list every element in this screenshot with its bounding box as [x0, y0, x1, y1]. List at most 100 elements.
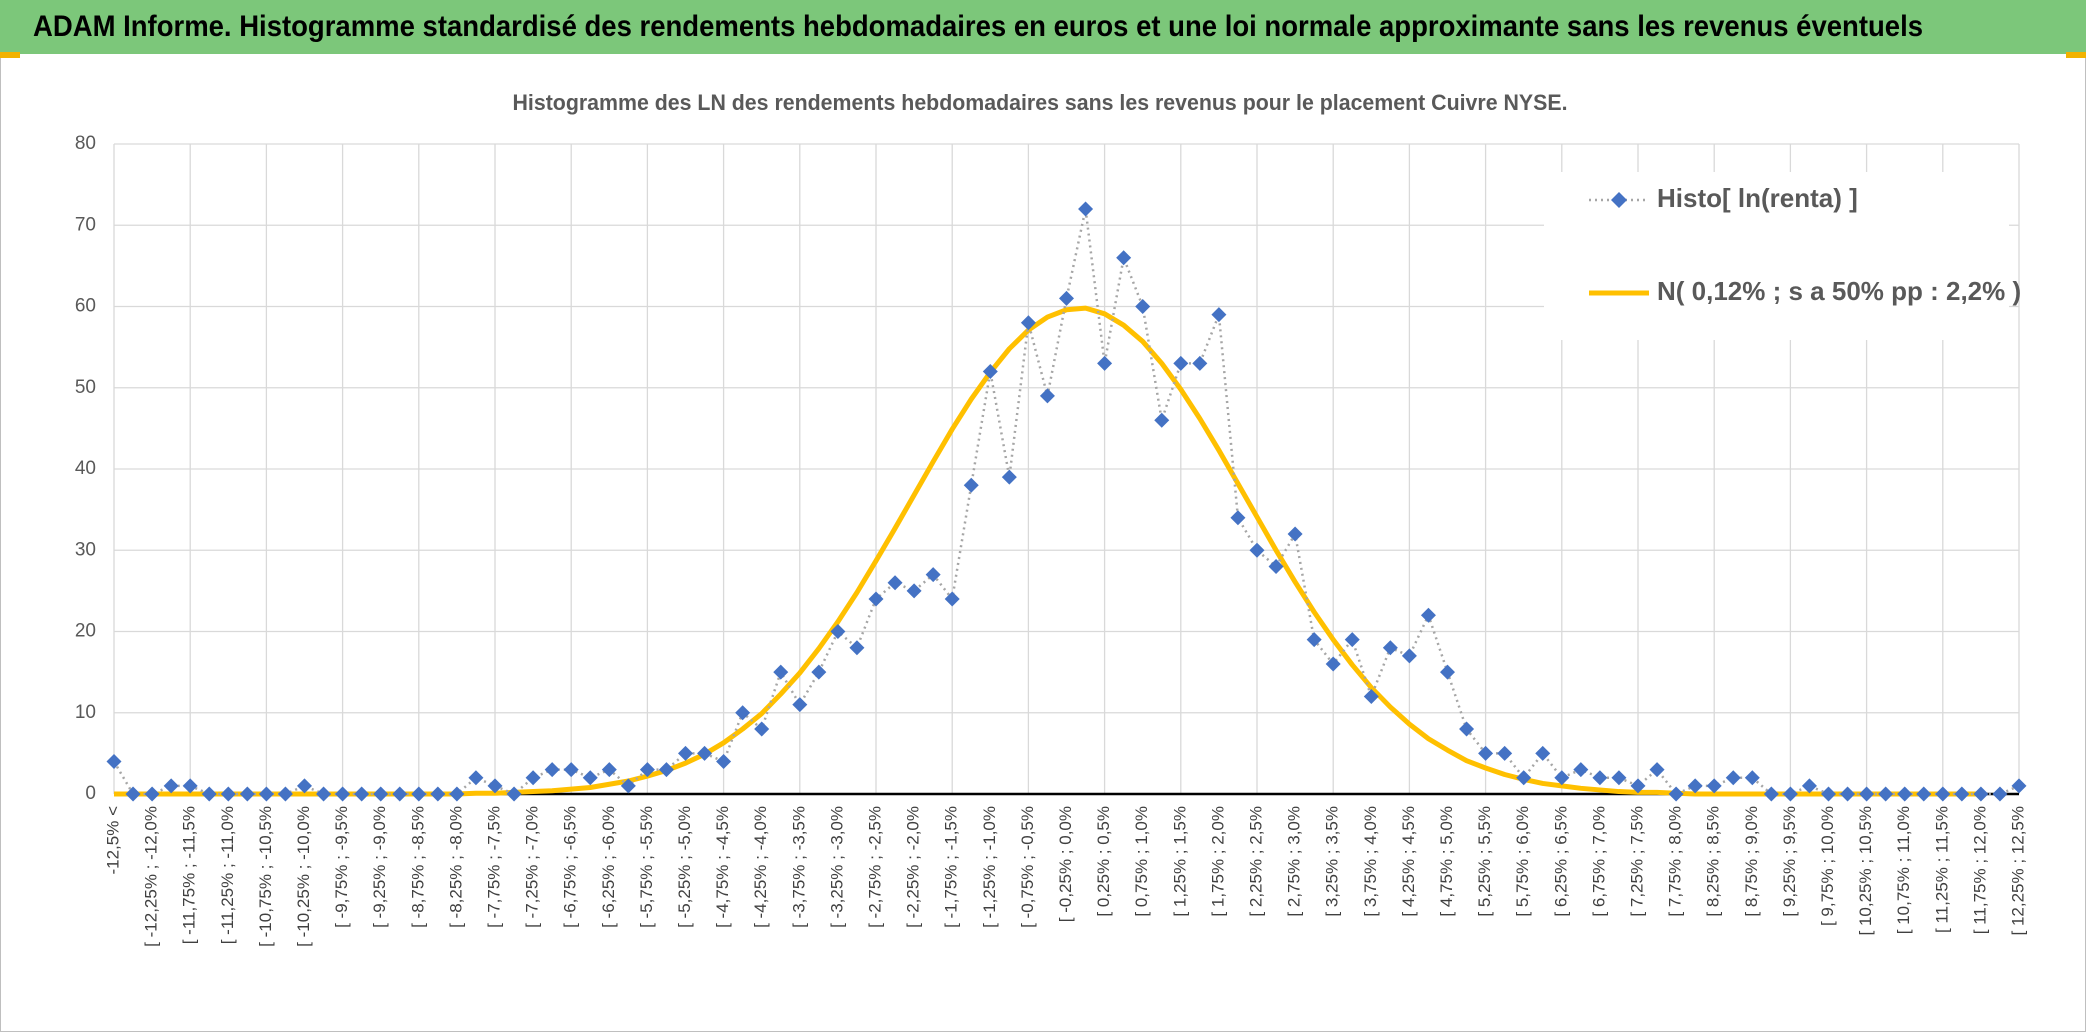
diamond-marker — [220, 786, 236, 802]
banner — [0, 0, 2086, 54]
diamond-marker — [544, 762, 560, 778]
legend: Histo[ ln(renta) ] N( 0,12% ; s a 50% pp … — [1544, 172, 2021, 340]
x-tick-label: [ -5,75% ; -5,5% — [637, 806, 656, 928]
x-tick-label: [ 5,25% ; 5,5% — [1475, 806, 1494, 917]
diamond-marker — [1382, 640, 1398, 656]
x-tick-label: [ -3,25% ; -3,0% — [827, 806, 846, 928]
diamond-marker — [182, 778, 198, 794]
x-tick-label: [ 0,75% ; 1,0% — [1132, 806, 1151, 917]
diamond-marker — [1630, 778, 1646, 794]
x-tick-label: [ -8,25% ; -8,0% — [446, 806, 465, 928]
diamond-marker — [125, 786, 141, 802]
diamond-marker — [1287, 526, 1303, 542]
diamond-marker — [1135, 299, 1151, 314]
diamond-marker — [792, 697, 808, 713]
diamond-marker — [811, 664, 827, 680]
diamond-marker — [1897, 786, 1913, 802]
x-tick-label: [ -3,75% ; -3,5% — [789, 806, 808, 928]
x-tick-label: [ -10,25% ; -10,0% — [294, 806, 313, 947]
diamond-marker — [525, 770, 541, 786]
diamond-marker — [773, 664, 789, 680]
y-tick-label: 80 — [75, 133, 96, 154]
legend-marker — [1611, 192, 1627, 208]
diamond-marker — [1763, 786, 1779, 802]
x-tick-label: [ 3,75% ; 4,0% — [1361, 806, 1380, 917]
x-tick-label: [ -7,25% ; -7,0% — [523, 806, 542, 928]
x-tick-label: [ 1,75% ; 2,0% — [1208, 806, 1227, 917]
diamond-marker — [1420, 607, 1436, 623]
diamond-marker — [639, 762, 655, 778]
x-tick-label: [ 11,25% ; 11,5% — [1932, 806, 1951, 933]
x-tick-label: [ 10,25% ; 10,5% — [1856, 806, 1875, 935]
diamond-marker — [1249, 542, 1265, 558]
diamond-marker — [906, 583, 922, 599]
x-tick-label: [ -9,25% ; -9,0% — [370, 806, 389, 928]
diamond-marker — [297, 778, 312, 794]
x-tick-label: [ -2,25% ; -2,0% — [904, 806, 923, 928]
diamond-marker — [1459, 721, 1475, 737]
x-tick-label: [ -11,25% ; -11,0% — [218, 806, 237, 944]
diamond-marker — [506, 786, 522, 802]
diamond-marker — [1039, 388, 1055, 404]
diamond-marker — [430, 786, 446, 802]
diamond-marker — [1116, 250, 1132, 266]
diamond-marker — [1821, 786, 1836, 802]
diamond-marker — [1782, 786, 1798, 802]
x-tick-label: [ 8,25% ; 8,5% — [1704, 806, 1723, 917]
diamond-marker — [678, 745, 693, 761]
x-tick-label: [ 7,25% ; 7,5% — [1627, 806, 1646, 917]
diamond-marker — [1573, 762, 1589, 778]
diamond-marker — [1801, 778, 1817, 794]
x-tick-label: [ 6,25% ; 6,5% — [1551, 806, 1570, 917]
diamond-marker — [1687, 778, 1703, 794]
y-tick-label: 70 — [75, 214, 96, 235]
diamond-marker — [1916, 786, 1932, 802]
diamond-marker — [735, 705, 751, 721]
x-tick-label: [ -0,25% ; 0,0% — [1056, 806, 1075, 922]
diamond-marker — [1020, 315, 1036, 331]
diamond-marker — [1344, 632, 1360, 648]
diamond-marker — [563, 762, 579, 778]
legend-label: N( 0,12% ; s a 50% pp : 2,2% ) — [1657, 276, 2021, 306]
diamond-marker — [1973, 786, 1989, 802]
diamond-marker — [1554, 770, 1570, 786]
diamond-marker — [1078, 201, 1094, 217]
diamond-marker — [1668, 786, 1684, 802]
diamond-marker — [163, 778, 179, 794]
diamond-marker — [258, 786, 274, 802]
diamond-marker — [1954, 786, 1970, 802]
diamond-marker — [1059, 290, 1074, 306]
diamond-marker — [1878, 786, 1894, 802]
diamond-marker — [106, 754, 122, 769]
diamond-marker — [1535, 745, 1551, 761]
diamond-marker — [1363, 689, 1379, 704]
diamond-marker — [277, 786, 293, 802]
diamond-marker — [887, 575, 903, 591]
x-tick-label: [ 4,25% ; 4,5% — [1399, 806, 1418, 917]
diamond-marker — [1268, 559, 1284, 574]
x-tick-label: [ -7,75% ; -7,5% — [484, 806, 503, 928]
diamond-marker — [1706, 778, 1722, 794]
diamond-marker — [316, 786, 332, 802]
x-tick-label: [ -12,25% ; -12,0% — [142, 806, 161, 947]
diamond-marker — [1516, 770, 1532, 786]
diamond-marker — [1592, 770, 1608, 786]
diamond-marker — [1306, 632, 1322, 648]
x-tick-label: [ 10,75% ; 11,0% — [1894, 806, 1913, 934]
x-tick-label: [ -11,75% ; -11,5% — [180, 806, 199, 944]
x-tick-label: -12,5% < — [103, 806, 122, 875]
diamond-marker — [373, 786, 389, 802]
diamond-marker — [411, 786, 427, 802]
y-tick-label: 10 — [75, 702, 96, 723]
diamond-marker — [1859, 786, 1875, 802]
diamond-marker — [1497, 745, 1513, 761]
diamond-marker — [1744, 770, 1760, 786]
diamond-marker — [1325, 656, 1341, 672]
diamond-marker — [1001, 469, 1017, 485]
diamond-marker — [963, 477, 979, 493]
x-tick-label: [ 2,75% ; 3,0% — [1285, 806, 1304, 917]
x-tick-label: [ 5,75% ; 6,0% — [1513, 806, 1532, 917]
x-tick-label: [ 12,25% ; 12,5% — [2008, 806, 2027, 935]
x-tick-label: [ -2,75% ; -2,5% — [865, 806, 884, 928]
